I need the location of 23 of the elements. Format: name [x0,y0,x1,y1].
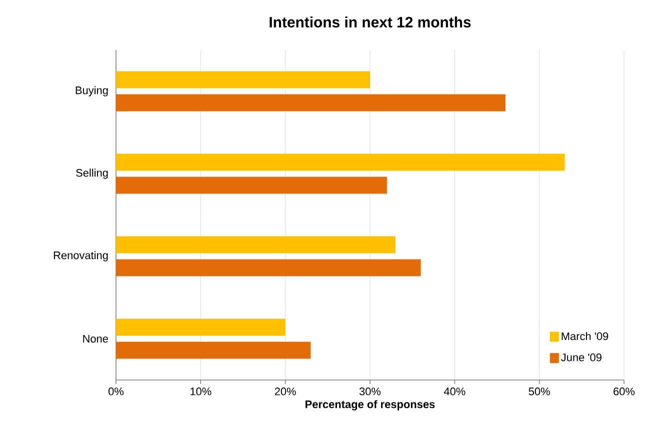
x-tick-label: 60% [614,388,635,396]
x-tick-label: 0% [108,388,124,396]
y-tick-label: Renovating [54,251,108,262]
bar [116,71,370,88]
x-tick-label: 50% [528,388,550,396]
y-tick-label: Selling [76,168,108,179]
bar [116,342,311,359]
x-axis-title: Percentage of responses [306,400,435,410]
bar [116,154,565,171]
bar [116,94,506,112]
x-tick-label: 20% [274,388,296,396]
bar [116,259,421,276]
x-tick-label: 40% [444,388,466,396]
bar [116,318,286,336]
x-tick-label: 30% [359,388,381,396]
legend-label: March '09 [562,332,608,340]
x-tick-label: 10% [190,388,212,396]
legend-label: June '09 [561,353,602,362]
y-tick-label: Buying [76,86,108,96]
bar [116,236,396,254]
y-tick-label: None [83,334,108,343]
chart-title: Intentions in next 12 months [270,16,471,28]
bar [116,176,387,194]
